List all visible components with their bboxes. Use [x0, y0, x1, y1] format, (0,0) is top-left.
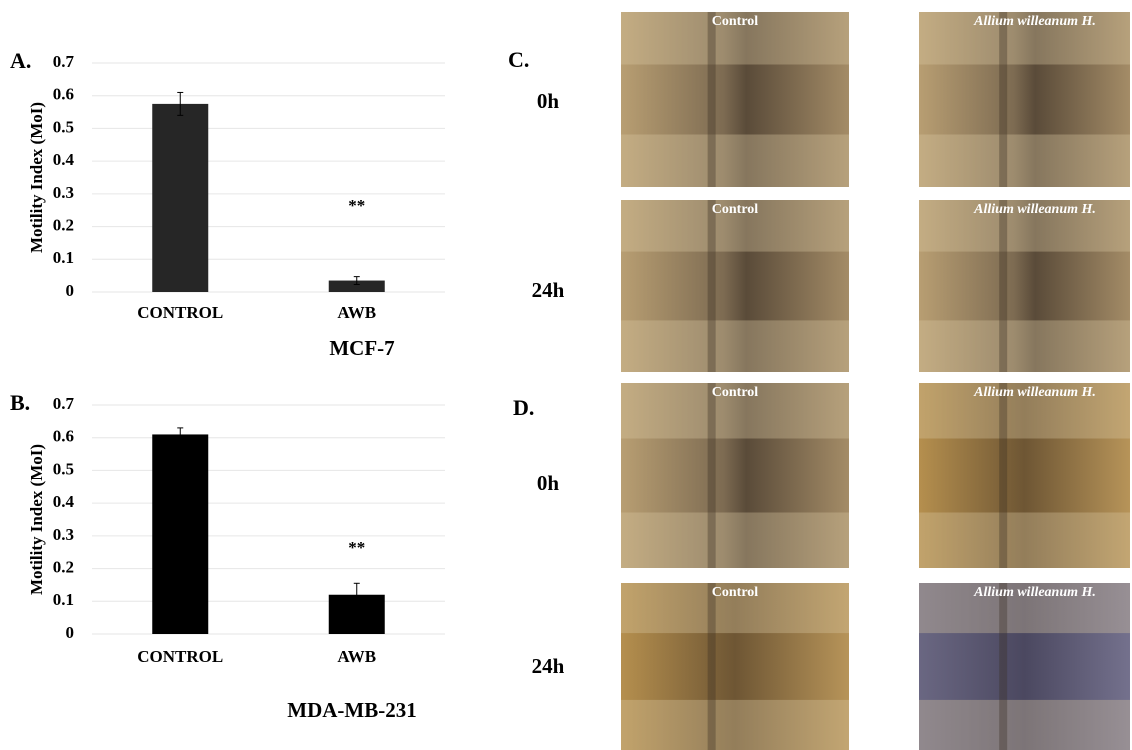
y-axis-title: Motility Index (MoI): [27, 444, 46, 595]
y-tick-label: 0: [66, 623, 75, 642]
cell-layer: [919, 513, 1130, 569]
scratch-line: [999, 383, 1007, 568]
image-label: Allium willeanum H.: [973, 202, 1096, 217]
scratch-line: [708, 12, 716, 187]
x-tick-label: CONTROL: [137, 647, 223, 666]
time-label: 0h: [537, 471, 560, 495]
micrograph: Control: [621, 200, 849, 372]
y-tick-label: 0.1: [53, 248, 74, 267]
y-tick-label: 0.4: [53, 150, 75, 169]
image-label: Control: [712, 202, 759, 217]
micrograph: Allium willeanum H.: [919, 12, 1130, 187]
x-tick-label: AWB: [337, 647, 376, 666]
y-tick-label: 0.5: [53, 117, 74, 136]
panel-label: C.: [508, 47, 529, 72]
cell-layer: [621, 700, 849, 750]
micrograph: Allium willeanum H.: [919, 383, 1130, 568]
image-label: Allium willeanum H.: [973, 585, 1096, 600]
scratch-line: [708, 200, 716, 372]
figure: A. Motility Index (MoI) 0 0.1 0.2 0.3 0.4 0.5 0.…: [0, 0, 1132, 750]
annotation: **: [348, 196, 365, 215]
image-label: Allium willeanum H.: [973, 14, 1096, 29]
cell-layer: [919, 135, 1130, 188]
y-tick-label: 0.4: [53, 492, 75, 511]
y-tick-label: 0.1: [53, 590, 74, 609]
scratch-line: [999, 200, 1007, 372]
y-axis-title: Motility Index (MoI): [27, 102, 46, 253]
x-tick-label: CONTROL: [137, 303, 223, 322]
y-tick-label: 0.5: [53, 459, 74, 478]
image-label: Control: [712, 585, 759, 600]
chart-subtitle: MDA-MB-231: [287, 698, 416, 722]
micrograph: Allium willeanum H.: [919, 200, 1130, 372]
time-label: 24h: [532, 278, 565, 302]
cell-layer: [621, 135, 849, 188]
cell-layer: [919, 320, 1130, 372]
scratch-line: [708, 583, 716, 750]
bar: [152, 104, 208, 292]
micrograph: Allium willeanum H.: [919, 583, 1130, 750]
micrograph: Control: [621, 12, 849, 187]
image-label: Control: [712, 385, 759, 400]
x-tick-label: AWB: [337, 303, 376, 322]
image-label: Control: [712, 14, 759, 29]
time-label: 0h: [537, 89, 560, 113]
micrograph: Control: [621, 583, 849, 750]
y-tick-label: 0.7: [53, 52, 75, 71]
annotation: **: [348, 538, 365, 557]
y-tick-label: 0.3: [53, 183, 74, 202]
bar: [152, 434, 208, 634]
panel-label: B.: [10, 390, 30, 415]
scratch-line: [999, 583, 1007, 750]
y-tick-label: 0.3: [53, 525, 74, 544]
y-tick-label: 0.6: [53, 85, 74, 104]
image-label: Allium willeanum H.: [973, 385, 1096, 400]
micrograph: Control: [621, 383, 849, 568]
chart-subtitle: MCF-7: [329, 336, 394, 360]
time-label: 24h: [532, 654, 565, 678]
y-tick-label: 0.6: [53, 427, 74, 446]
y-tick-label: 0.2: [53, 557, 74, 576]
panel-label: A.: [10, 48, 31, 73]
scratch-line: [708, 383, 716, 568]
y-tick-label: 0: [66, 281, 75, 300]
y-tick-label: 0.7: [53, 394, 75, 413]
cell-layer: [621, 513, 849, 569]
cell-layer: [621, 320, 849, 372]
cell-layer: [919, 700, 1130, 750]
y-tick-label: 0.2: [53, 215, 74, 234]
panel-label: D.: [513, 395, 534, 420]
scratch-line: [999, 12, 1007, 187]
